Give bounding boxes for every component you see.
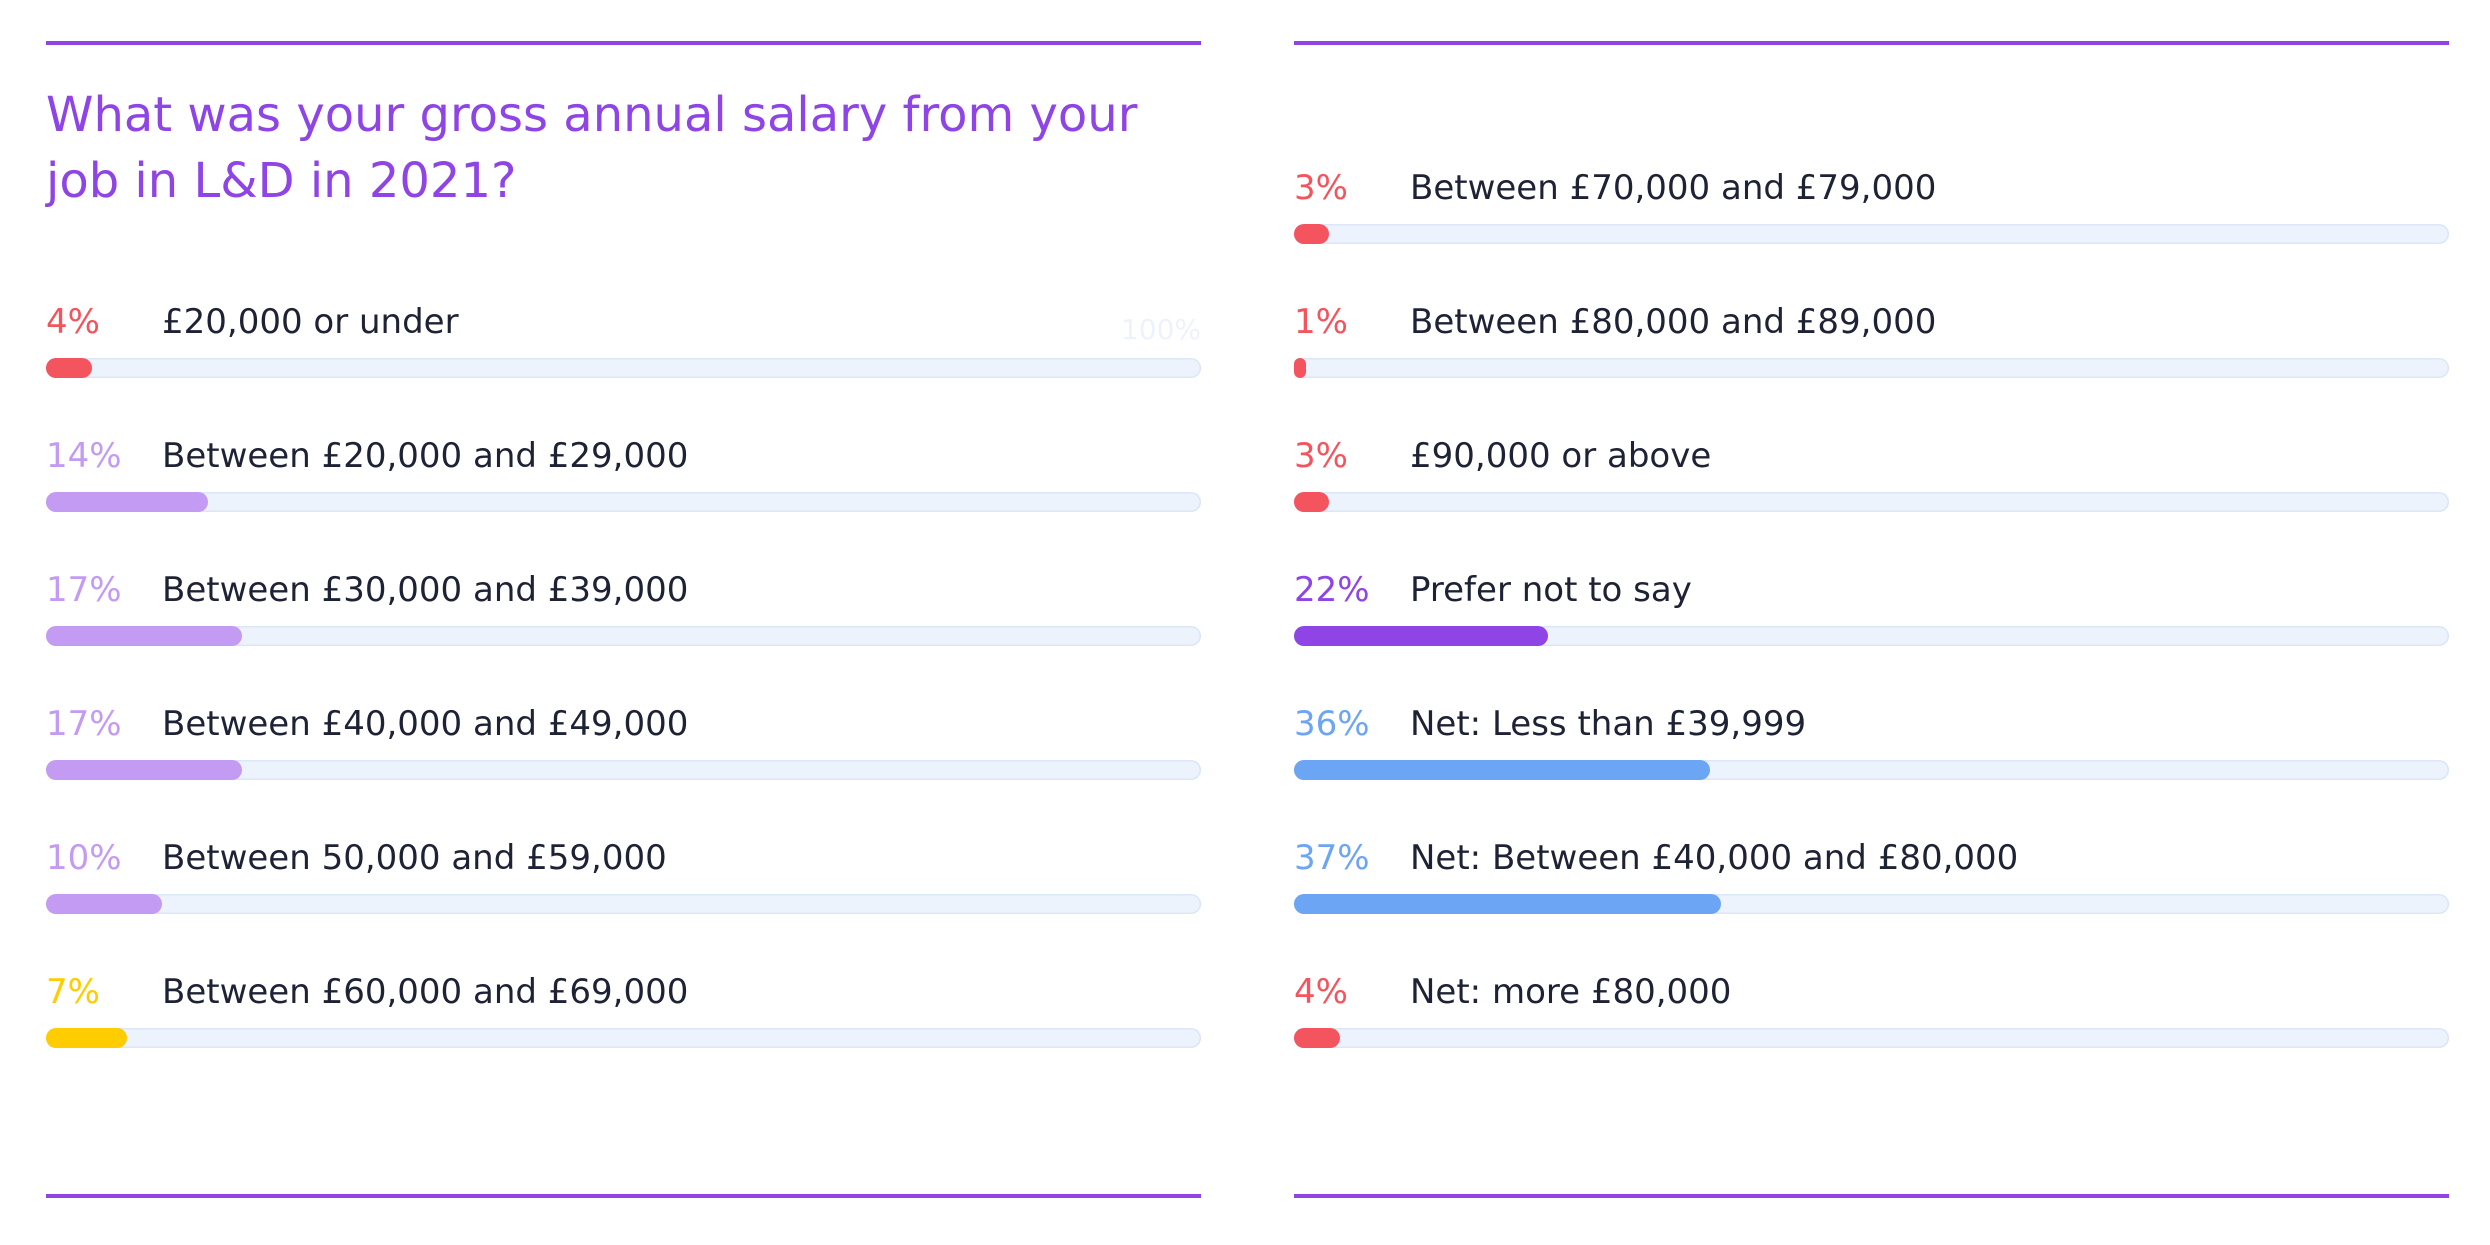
bar-category-label: Between £70,000 and £79,000 (1410, 168, 1937, 208)
bar-row: 22% Prefer not to say (1294, 568, 2449, 668)
bar-row: 17% Between £40,000 and £49,000 (46, 702, 1201, 802)
bar (1294, 492, 1329, 512)
bar-row: 36% Net: Less than £39,999 (1294, 702, 2449, 802)
scale-label: 100% (1120, 313, 1201, 346)
bar-row: 3% Between £70,000 and £79,000 (1294, 166, 2449, 266)
bar-value-label: 4% (46, 302, 100, 342)
bottom-rule (46, 1194, 1201, 1198)
bar (46, 358, 93, 378)
bar (1294, 358, 1306, 378)
bar-value-label: 1% (1294, 302, 1348, 342)
right-column: 3% Between £70,000 and £79,000 1% Between £… (1294, 0, 2449, 1245)
bar-track (46, 358, 1201, 378)
bar (46, 492, 208, 512)
bar-category-label: Net: more £80,000 (1410, 972, 1732, 1012)
bar (46, 626, 243, 646)
bar-category-label: Between £30,000 and £39,000 (162, 570, 689, 610)
left-column: What was your gross annual salary from y… (46, 0, 1201, 1245)
bar-value-label: 14% (46, 436, 122, 476)
bar (1294, 760, 1710, 780)
bar-row: 4% Net: more £80,000 (1294, 970, 2449, 1070)
bar-value-label: 17% (46, 570, 122, 610)
bar (46, 760, 243, 780)
bar-category-label: £90,000 or above (1410, 436, 1712, 476)
bar-row: 17% Between £30,000 and £39,000 (46, 568, 1201, 668)
bar-value-label: 3% (1294, 168, 1348, 208)
bar (46, 894, 162, 914)
bar (46, 1028, 127, 1048)
bar-track (1294, 1028, 2449, 1048)
bar-category-label: Between £20,000 and £29,000 (162, 436, 689, 476)
bar-track (1294, 358, 2449, 378)
chart-title: What was your gross annual salary from y… (46, 87, 1138, 209)
bottom-rule (1294, 1194, 2449, 1198)
bar-track (1294, 224, 2449, 244)
bar-value-label: 22% (1294, 570, 1370, 610)
bar-row: 4% £20,000 or under (46, 300, 1201, 400)
bar (1294, 1028, 1341, 1048)
bar-row: 3% £90,000 or above (1294, 434, 2449, 534)
bar-value-label: 10% (46, 838, 122, 878)
bar-category-label: Between £40,000 and £49,000 (162, 704, 689, 744)
bar-track (1294, 894, 2449, 914)
bar-track (46, 894, 1201, 914)
bar-category-label: Net: Between £40,000 and £80,000 (1410, 838, 2019, 878)
bar-value-label: 7% (46, 972, 100, 1012)
bar-category-label: Between 50,000 and £59,000 (162, 838, 667, 878)
bar-row: 14% Between £20,000 and £29,000 (46, 434, 1201, 534)
bar-category-label: Between £60,000 and £69,000 (162, 972, 689, 1012)
bar (1294, 894, 1722, 914)
bar-category-label: Net: Less than £39,999 (1410, 704, 1807, 744)
bar-track (1294, 760, 2449, 780)
top-rule (46, 41, 1201, 45)
bar-track (46, 760, 1201, 780)
bar-value-label: 37% (1294, 838, 1370, 878)
bar-value-label: 36% (1294, 704, 1370, 744)
bar-value-label: 3% (1294, 436, 1348, 476)
bar-track (46, 1028, 1201, 1048)
bar-value-label: 17% (46, 704, 122, 744)
bar-track (1294, 626, 2449, 646)
bar-track (46, 492, 1201, 512)
bar-category-label: Prefer not to say (1410, 570, 1692, 610)
bar-row: 7% Between £60,000 and £69,000 (46, 970, 1201, 1070)
bar-row: 1% Between £80,000 and £89,000 (1294, 300, 2449, 400)
bar (1294, 626, 1549, 646)
bar-category-label: £20,000 or under (162, 302, 459, 342)
bar-track (1294, 492, 2449, 512)
bar-category-label: Between £80,000 and £89,000 (1410, 302, 1937, 342)
bar (1294, 224, 1329, 244)
bar-row: 10% Between 50,000 and £59,000 (46, 836, 1201, 936)
bar-row: 37% Net: Between £40,000 and £80,000 (1294, 836, 2449, 936)
bar-value-label: 4% (1294, 972, 1348, 1012)
top-rule (1294, 41, 2449, 45)
bar-track (46, 626, 1201, 646)
